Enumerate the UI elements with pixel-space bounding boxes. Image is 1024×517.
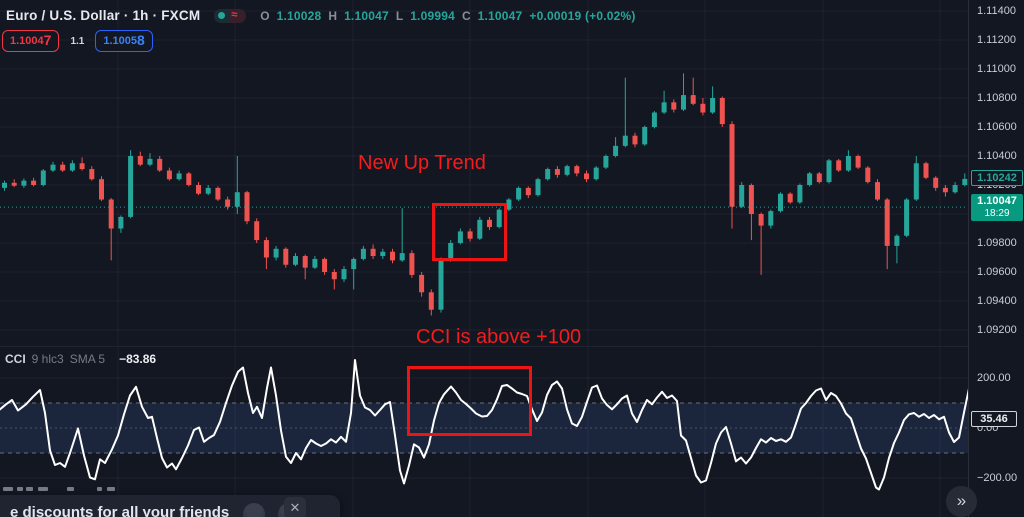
trade-buttons-row: 1.1004 7 1.1 1.1005 8 <box>2 30 153 52</box>
price-axis-label: 1.11400 <box>977 5 1016 17</box>
close-icon[interactable]: ✕ <box>284 497 306 517</box>
high-value: 1.10047 <box>344 8 389 23</box>
price-axis-label: 1.11200 <box>977 34 1016 46</box>
buy-price-pip: 8 <box>137 31 145 48</box>
buy-price: 1.1005 <box>103 35 138 47</box>
market-status-toggle[interactable]: ≈ <box>214 8 247 23</box>
open-value: 1.10028 <box>276 8 322 23</box>
market-open-dot-icon <box>218 12 226 19</box>
price-axis-label: 1.09600 <box>977 266 1017 278</box>
ohlc-values: O 1.10028 H 1.10047 L 1.09994 C 1.10047 … <box>260 9 635 23</box>
last-close-price-label: 1.10242 <box>971 169 1023 186</box>
low-label: L <box>395 8 404 23</box>
cci-chart-canvas[interactable] <box>0 346 968 517</box>
price-axis-label: 1.10800 <box>977 92 1017 104</box>
change-value: +0.00019 (+0.02%) <box>529 8 636 23</box>
cci-value-label: 35.46 <box>971 411 1017 428</box>
price-axis-label: 1.10400 <box>977 150 1017 162</box>
price-chart-canvas[interactable] <box>0 0 968 346</box>
sell-price: 1.1004 <box>10 35 44 47</box>
chevron-right-double-button[interactable]: » <box>946 486 977 517</box>
price-axis-label: 1.11000 <box>977 63 1016 75</box>
price-axis-label: 1.10600 <box>977 121 1017 133</box>
sell-button[interactable]: 1.1004 7 <box>2 30 60 52</box>
close-label: C <box>461 8 471 23</box>
annotation-text-new-up-trend[interactable]: New Up Trend <box>358 152 486 174</box>
price-axis-label: 1.09200 <box>977 324 1017 336</box>
high-label: H <box>328 8 338 23</box>
symbol-title[interactable]: Euro / U.S. Dollar · 1h · FXCM <box>6 8 201 23</box>
referral-toast[interactable]: e discounts for all your friends ✕ <box>0 495 340 517</box>
current-price-text: 1.10047 <box>977 195 1017 208</box>
toast-message: e discounts for all your friends <box>10 504 230 517</box>
chart-header: Euro / U.S. Dollar · 1h · FXCM ≈ O 1.100… <box>6 8 636 23</box>
cci-indicator-header[interactable]: CCI 9 hlc3 SMA 5 −83.86 <box>5 352 156 366</box>
close-value: 1.10047 <box>477 8 523 23</box>
cci-sma-label: SMA 5 <box>69 352 106 366</box>
cci-params: 9 hlc3 <box>31 352 64 366</box>
price-axis[interactable]: 1.10242 1.10047 18:29 35.46 1.11400 1.112… <box>968 0 1024 517</box>
annotation-rect-cci[interactable] <box>407 366 532 436</box>
current-price-label: 1.10047 18:29 <box>971 194 1023 222</box>
avatar[interactable] <box>243 503 265 517</box>
spread-value: 1.1 <box>70 35 85 47</box>
price-axis-label: 1.09400 <box>977 295 1017 307</box>
cci-value-text: 35.46 <box>980 413 1008 426</box>
cci-current-value: −83.86 <box>119 352 157 366</box>
cci-title: CCI <box>5 352 26 366</box>
wave-icon: ≈ <box>231 8 238 21</box>
bar-countdown-text: 18:29 <box>984 207 1010 219</box>
cci-axis-label: 200.00 <box>977 372 1011 384</box>
open-label: O <box>260 8 270 23</box>
annotation-rect-price[interactable] <box>432 203 507 261</box>
last-close-price-text: 1.10242 <box>977 171 1017 184</box>
annotation-text-cci-above-100[interactable]: CCI is above +100 <box>416 326 582 348</box>
sell-price-pip: 7 <box>43 31 52 48</box>
low-value: 1.09994 <box>410 8 455 23</box>
pane-divider[interactable] <box>0 346 1024 347</box>
price-axis-label: 1.09800 <box>977 237 1017 249</box>
cci-axis-label: −200.00 <box>977 472 1018 484</box>
buy-button[interactable]: 1.1005 8 <box>95 30 153 52</box>
